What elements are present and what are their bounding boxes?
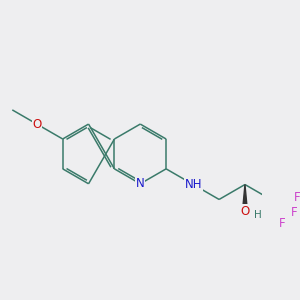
Text: H: H <box>254 209 262 220</box>
Text: O: O <box>240 205 250 218</box>
Text: N: N <box>136 177 145 190</box>
Text: F: F <box>291 206 297 219</box>
Polygon shape <box>242 184 247 212</box>
Text: F: F <box>279 217 286 230</box>
Text: NH: NH <box>184 178 202 191</box>
Text: F: F <box>294 190 300 204</box>
Text: O: O <box>32 118 41 130</box>
